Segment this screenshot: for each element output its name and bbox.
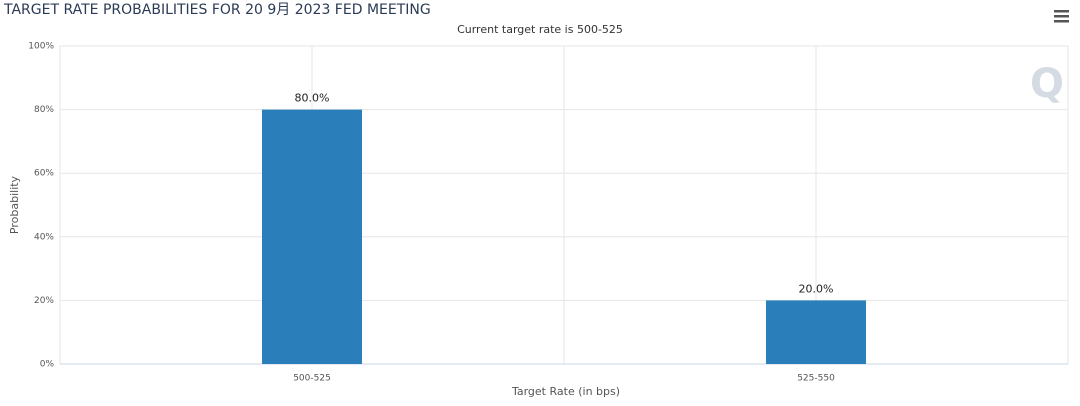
bar: [262, 109, 362, 364]
chart-title: TARGET RATE PROBABILITIES FOR 20 9月 2023…: [3, 2, 431, 18]
menu-bar: [1054, 20, 1069, 23]
y-axis-label: Probability: [8, 175, 21, 234]
data-label: 20.0%: [799, 282, 834, 295]
menu-bar: [1054, 10, 1069, 13]
x-axis-label: Target Rate (in bps): [511, 385, 620, 398]
menu-bar: [1054, 15, 1069, 18]
logo-mark: Q: [1030, 61, 1064, 107]
y-tick-label: 20%: [34, 296, 54, 306]
y-tick-label: 60%: [34, 169, 54, 179]
y-tick-label: 40%: [34, 232, 54, 242]
chart-subtitle: Current target rate is 500-525: [457, 23, 623, 36]
y-tick-label: 100%: [28, 42, 54, 52]
x-tick-label: 525-550: [797, 374, 835, 384]
y-tick-label: 80%: [34, 105, 54, 115]
menu-button[interactable]: [1054, 10, 1069, 23]
logo: Q: [1030, 61, 1064, 107]
y-tick-label: 0%: [40, 360, 55, 370]
x-tick-label: 500-525: [293, 374, 331, 384]
data-label: 80.0%: [295, 92, 330, 105]
bar: [766, 300, 866, 364]
